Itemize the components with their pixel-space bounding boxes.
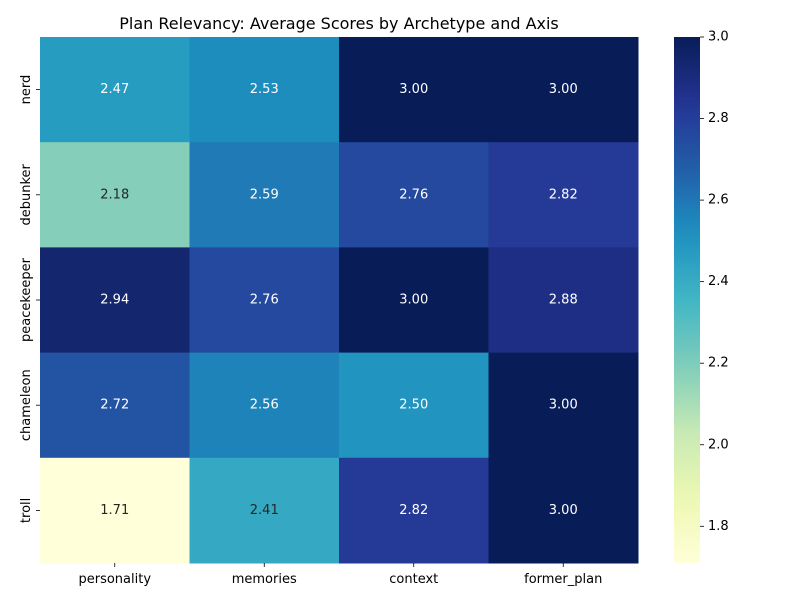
heatmap-cells: 2.47 2.53 3.00 3.00 2.18 2.59 2.76 2.82 2.94 2.76… xyxy=(40,37,639,564)
x-axis-ticks: personality memories context former_plan xyxy=(78,563,602,587)
cell-value-label: 3.00 xyxy=(399,82,428,97)
heatmap-cell xyxy=(40,37,190,143)
heatmap-cell xyxy=(339,37,489,143)
y-tick-label: peacekeeper xyxy=(19,257,34,342)
y-tick-label: nerd xyxy=(19,75,34,105)
heatmap-cell xyxy=(189,142,340,248)
cell-value-label: 2.59 xyxy=(250,187,279,202)
heatmap-cell xyxy=(488,247,639,354)
x-tick-label: personality xyxy=(78,572,151,587)
heatmap-cell xyxy=(189,247,340,354)
colorbar-tick-label: 2.0 xyxy=(708,437,729,452)
heatmap-cell xyxy=(488,142,639,248)
cell-value-label: 2.76 xyxy=(250,293,279,308)
heatmap-cell xyxy=(488,37,639,143)
heatmap-cell xyxy=(189,37,340,143)
cell-value-label: 2.88 xyxy=(549,293,578,308)
colorbar-tick-label: 2.8 xyxy=(708,111,729,126)
heatmap-cell xyxy=(40,457,190,564)
heatmap-cell xyxy=(339,142,489,248)
cell-value-label: 2.18 xyxy=(100,187,129,202)
colorbar-tick-label: 3.0 xyxy=(708,30,729,45)
y-tick-label: debunker xyxy=(19,163,34,225)
heatmap-cell xyxy=(40,247,190,354)
heatmap-cell xyxy=(339,247,489,354)
heatmap-cell xyxy=(488,352,639,459)
x-tick-label: memories xyxy=(232,572,297,587)
cell-value-label: 2.76 xyxy=(399,187,428,202)
heatmap-cell xyxy=(339,352,489,459)
cell-value-label: 2.72 xyxy=(100,398,129,413)
y-axis-ticks: nerd debunker peacekeeper chameleon troll xyxy=(19,75,40,523)
cell-value-label: 3.00 xyxy=(549,82,578,97)
colorbar-ticks: 1.8 2.0 2.2 2.4 2.6 2.8 3.0 xyxy=(700,30,729,534)
heatmap-cell xyxy=(189,457,340,564)
chart-title: Plan Relevancy: Average Scores by Archet… xyxy=(119,14,559,33)
heatmap-cell xyxy=(488,457,639,564)
heatmap-cell xyxy=(40,142,190,248)
colorbar-tick-label: 2.6 xyxy=(708,193,729,208)
y-tick-label: chameleon xyxy=(19,369,34,441)
heatmap-cell xyxy=(40,352,190,459)
colorbar-tick-label: 1.8 xyxy=(708,519,729,534)
cell-value-label: 2.50 xyxy=(399,398,428,413)
cell-value-label: 2.47 xyxy=(100,82,129,97)
cell-value-label: 2.82 xyxy=(549,187,578,202)
cell-value-label: 3.00 xyxy=(399,293,428,308)
cell-value-label: 3.00 xyxy=(549,503,578,518)
heatmap-cell xyxy=(339,457,489,564)
heatmap-cell xyxy=(189,352,340,459)
cell-value-label: 2.53 xyxy=(250,82,279,97)
x-tick-label: former_plan xyxy=(524,572,602,587)
cell-value-label: 2.94 xyxy=(100,293,129,308)
colorbar xyxy=(674,37,700,563)
cell-value-label: 1.71 xyxy=(100,503,129,518)
cell-value-label: 3.00 xyxy=(549,398,578,413)
x-tick-label: context xyxy=(389,572,438,587)
cell-value-label: 2.82 xyxy=(399,503,428,518)
cell-value-label: 2.56 xyxy=(250,398,279,413)
colorbar-tick-label: 2.2 xyxy=(708,356,729,371)
cell-value-label: 2.41 xyxy=(250,503,279,518)
y-tick-label: troll xyxy=(19,498,34,523)
colorbar-tick-label: 2.4 xyxy=(708,274,729,289)
